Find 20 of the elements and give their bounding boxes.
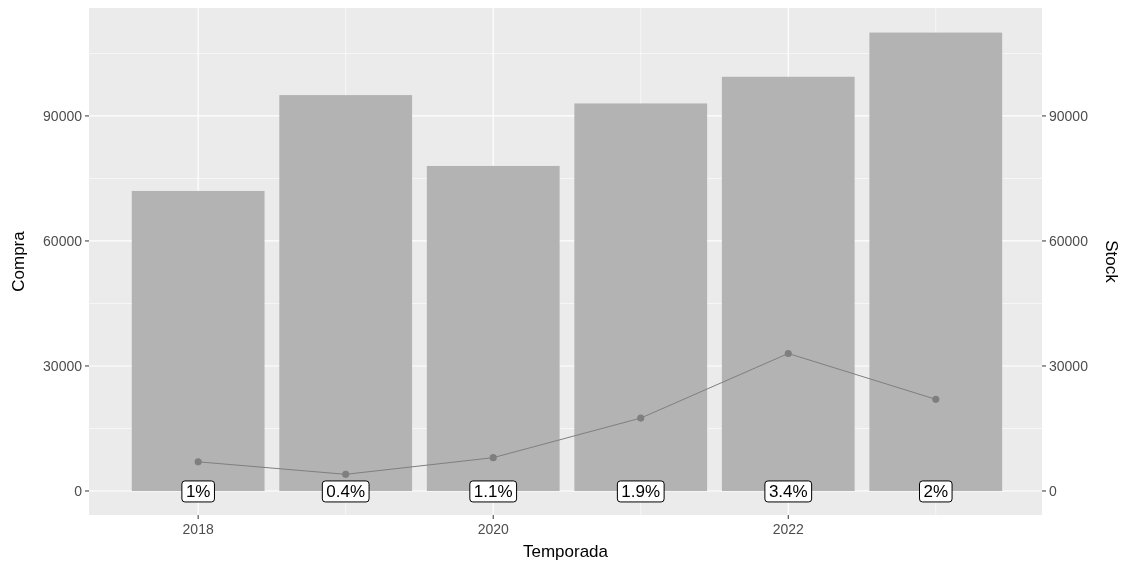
y-tick-label: 60000 xyxy=(43,232,83,249)
y2-tick-label: 90000 xyxy=(1049,107,1089,124)
annotation: 3.4% xyxy=(768,481,808,501)
y-axis-title: Compra xyxy=(9,230,28,292)
y-tick-label: 0 xyxy=(74,482,83,499)
annotation: 0.4% xyxy=(326,481,366,501)
y2-axis-title: Stock xyxy=(1102,240,1121,284)
annotation: 1.9% xyxy=(621,481,661,501)
x-tick-label: 2022 xyxy=(772,521,805,537)
annotation: 1.1% xyxy=(473,481,513,501)
annotation: 2% xyxy=(923,481,949,501)
annotation: 1% xyxy=(185,481,211,501)
y-tick-label: 30000 xyxy=(43,357,83,374)
y2-tick-label: 60000 xyxy=(1049,232,1089,249)
x-axis-title: Temporada xyxy=(522,542,609,561)
y2-tick-label: 0 xyxy=(1049,482,1057,499)
y-tick-label: 90000 xyxy=(43,107,83,124)
x-tick-label: 2020 xyxy=(477,521,509,537)
x-tick-label: 2018 xyxy=(182,521,214,537)
y2-tick-label: 30000 xyxy=(1049,357,1089,374)
